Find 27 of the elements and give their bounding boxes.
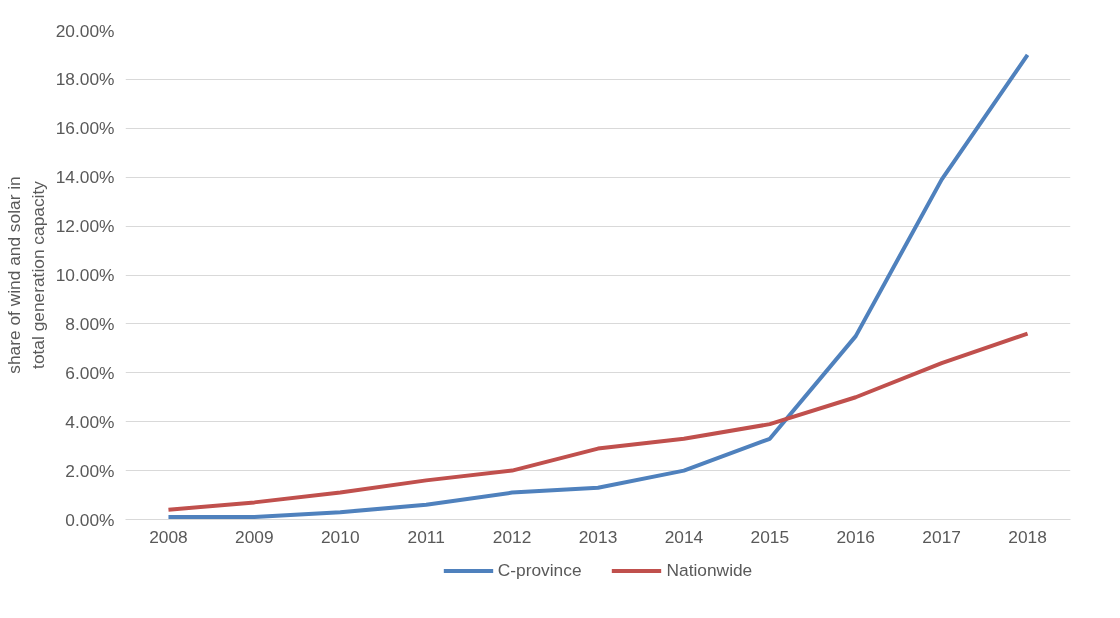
legend-label: C-province <box>497 559 582 581</box>
x-tick-label: 2010 <box>321 526 360 547</box>
y-axis-title: share of wind and solar in total generation capacity <box>3 176 48 374</box>
x-tick-label: 2012 <box>492 526 532 547</box>
x-tick-label: 2016 <box>836 526 876 547</box>
y-tick-label: 8.00% <box>65 313 115 334</box>
x-tick-label: 2008 <box>149 526 188 547</box>
x-tick-label: 2018 <box>1008 526 1047 547</box>
y-tick-label: 14.00% <box>55 167 115 188</box>
y-tick-label: 16.00% <box>55 118 115 139</box>
y-tick-label: 10.00% <box>55 265 115 285</box>
y-tick-label: 12.00% <box>55 216 115 237</box>
y-tick-label: 4.00% <box>65 411 115 432</box>
x-tick-label: 2011 <box>407 526 445 547</box>
legend-label: Nationwide <box>666 559 753 581</box>
y-tick-label: 0.00% <box>65 509 115 530</box>
x-tick-label: 2014 <box>664 526 704 547</box>
x-tick-label: 2009 <box>235 526 274 547</box>
y-tick-label: 6.00% <box>65 362 115 383</box>
y-tick-label: 18.00% <box>55 69 115 90</box>
x-tick-label: 2015 <box>750 526 790 547</box>
line-series <box>166 52 1030 520</box>
x-tick-label: 2017 <box>922 526 961 547</box>
line-series <box>166 331 1030 512</box>
y-tick-label: 20.00% <box>55 20 115 41</box>
x-tick-label: 2013 <box>578 526 618 547</box>
y-tick-label: 2.00% <box>65 460 115 481</box>
